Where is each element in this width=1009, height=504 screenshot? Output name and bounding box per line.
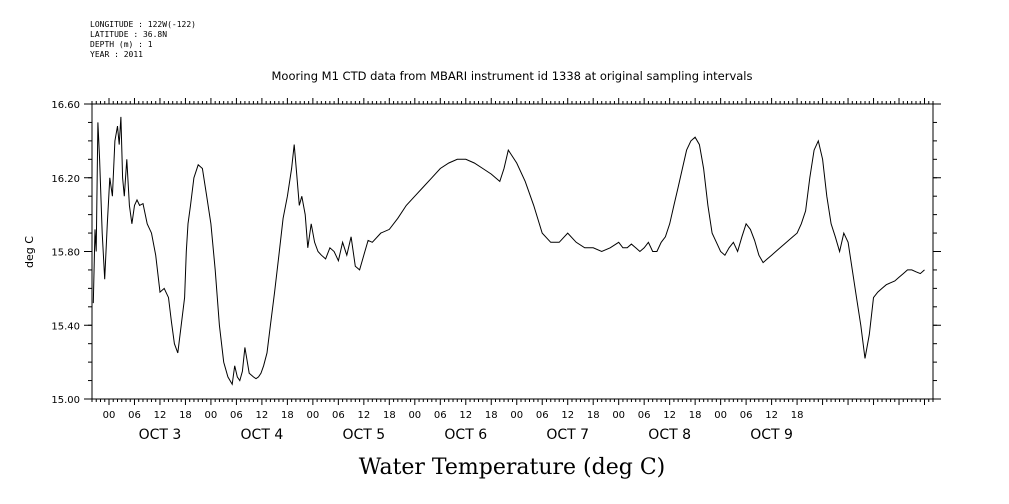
y-axis-label: deg C	[23, 236, 36, 268]
metadata-block: LONGITUDE : 122W(-122) LATITUDE : 36.8N …	[90, 20, 196, 60]
x-hour-label: 18	[179, 410, 192, 421]
x-hour-label: 06	[128, 410, 141, 421]
y-tick-label: 16.20	[51, 174, 80, 185]
x-date-label: OCT 6	[444, 427, 487, 443]
x-hour-label: 18	[689, 410, 702, 421]
x-hour-label: 06	[536, 410, 549, 421]
y-tick-label: 15.40	[51, 321, 80, 332]
x-hour-label: 06	[740, 410, 753, 421]
x-hour-label: 18	[791, 410, 804, 421]
x-date-label: OCT 9	[750, 427, 793, 443]
y-tick-label: 15.80	[51, 248, 80, 259]
x-date-label: OCT 5	[342, 427, 385, 443]
x-hour-label: 00	[103, 410, 116, 421]
x-hour-label: 06	[638, 410, 651, 421]
x-date-label: OCT 7	[546, 427, 589, 443]
x-hour-label: 12	[561, 410, 574, 421]
x-axis: 00 06 12 18 00 06 12 18 00 06 12 18 00 06 12 18 00 06 12 18…	[91, 98, 934, 443]
latitude-text: LATITUDE : 36.8N	[90, 30, 168, 39]
x-hour-label: 18	[281, 410, 294, 421]
x-hour-label: 06	[230, 410, 243, 421]
temperature-line	[92, 116, 925, 386]
y-tick-label: 15.00	[51, 395, 80, 406]
x-hour-label: 00	[205, 410, 218, 421]
x-hour-label: 12	[256, 410, 269, 421]
x-hour-label: 18	[485, 410, 498, 421]
year-text: YEAR : 2011	[90, 50, 143, 59]
x-hour-label: 06	[332, 410, 345, 421]
x-hour-label: 18	[587, 410, 600, 421]
x-date-label: OCT 4	[241, 427, 284, 443]
depth-text: DEPTH (m) : 1	[90, 40, 153, 49]
y-axis: 15.00 15.40 15.80 16.20 16.60	[51, 100, 941, 406]
longitude-text: LONGITUDE : 122W(-122)	[90, 20, 196, 29]
x-date-label: OCT 8	[648, 427, 691, 443]
x-date-label: OCT 3	[139, 427, 182, 443]
chart-title: Mooring M1 CTD data from MBARI instrumen…	[272, 69, 753, 83]
x-hour-label: 00	[307, 410, 320, 421]
x-hour-label: 12	[765, 410, 778, 421]
x-hour-label: 12	[663, 410, 676, 421]
x-hour-label: 12	[459, 410, 472, 421]
x-hour-label: 18	[383, 410, 396, 421]
x-hour-label: 12	[154, 410, 167, 421]
x-hour-label: 12	[357, 410, 370, 421]
plot-frame	[91, 103, 934, 400]
x-hour-label: 00	[408, 410, 421, 421]
x-hour-label: 00	[510, 410, 523, 421]
x-hour-label: 00	[714, 410, 727, 421]
y-tick-label: 16.60	[51, 100, 80, 111]
x-hour-label: 00	[612, 410, 625, 421]
x-axis-label: Water Temperature (deg C)	[359, 455, 666, 480]
x-hour-label: 06	[434, 410, 447, 421]
